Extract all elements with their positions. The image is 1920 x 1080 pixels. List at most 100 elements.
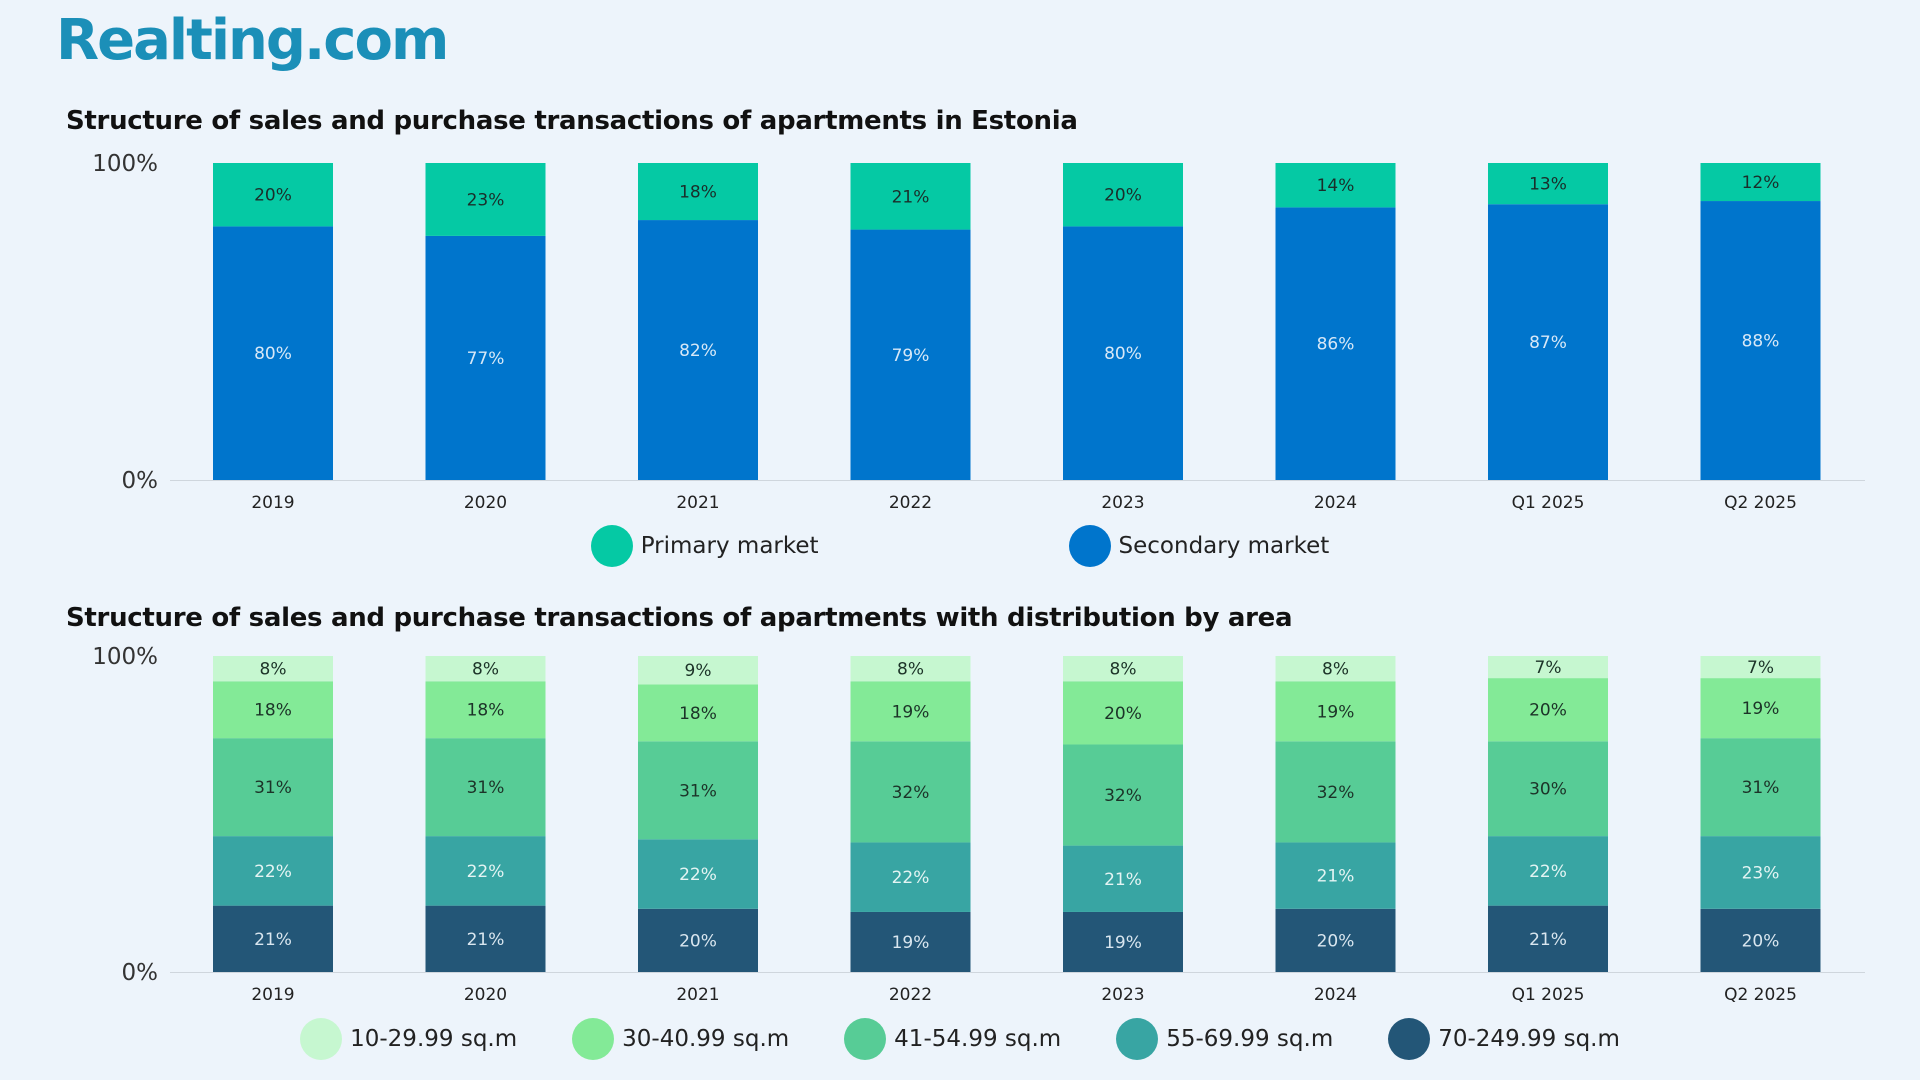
data-label: 19% bbox=[1742, 699, 1780, 719]
data-label: 88% bbox=[1742, 332, 1780, 352]
data-label: 32% bbox=[1104, 786, 1142, 806]
legend-label: 55-69.99 sq.m bbox=[1166, 1026, 1334, 1052]
data-label: 21% bbox=[254, 930, 292, 950]
x-tick-label: 2019 bbox=[251, 985, 294, 1005]
bar-segment-70-249-99-sq-m-2020 bbox=[425, 905, 546, 972]
legend-item-55-69-99-sq-m: 55-69.99 sq.m bbox=[1116, 1018, 1333, 1060]
bar-segment-30-40-99-sq-m-2022 bbox=[850, 681, 971, 742]
data-label: 13% bbox=[1529, 175, 1567, 195]
data-label: 19% bbox=[1104, 933, 1142, 953]
bar-segment-secondary-market-2021 bbox=[638, 220, 758, 480]
data-label: 31% bbox=[467, 778, 505, 798]
legend-label: Primary market bbox=[640, 533, 819, 559]
bar-segment-10-29-99-sq-m-2020 bbox=[425, 656, 546, 682]
realting-logo[interactable]: Realting.com bbox=[56, 8, 449, 73]
y-tick-label: 0% bbox=[122, 960, 159, 986]
data-label: 20% bbox=[1529, 701, 1567, 721]
bar-segment-41-54-99-sq-m-q1-2025 bbox=[1488, 741, 1608, 837]
market-legend: Primary market Secondary market bbox=[0, 525, 1920, 567]
x-tick-label: 2020 bbox=[464, 985, 507, 1005]
bar-segment-secondary-market-2022 bbox=[850, 229, 971, 480]
data-label: 12% bbox=[1742, 173, 1780, 193]
legend-swatch bbox=[572, 1018, 615, 1060]
legend-item-primary-market: Primary market bbox=[590, 525, 819, 567]
legend-label: 30-40.99 sq.m bbox=[622, 1026, 790, 1052]
data-label: 18% bbox=[467, 701, 505, 721]
bar-segment-55-69-99-sq-m-2020 bbox=[425, 836, 546, 906]
bar-segment-41-54-99-sq-m-q2-2025 bbox=[1700, 738, 1821, 837]
bar-segment-30-40-99-sq-m-2020 bbox=[425, 681, 546, 739]
bar-segment-55-69-99-sq-m-2023 bbox=[1063, 845, 1183, 912]
data-label: 22% bbox=[467, 862, 505, 882]
data-label: 80% bbox=[254, 344, 292, 364]
bar-segment-70-249-99-sq-m-2024 bbox=[1275, 908, 1396, 972]
bar-segment-70-249-99-sq-m-q1-2025 bbox=[1488, 905, 1608, 972]
data-label: 21% bbox=[892, 187, 930, 207]
data-label: 80% bbox=[1104, 344, 1142, 364]
legend-swatch bbox=[590, 525, 633, 567]
bar-segment-55-69-99-sq-m-2021 bbox=[638, 839, 758, 909]
legend-item-10-29-99-sq-m: 10-29.99 sq.m bbox=[300, 1018, 517, 1060]
bar-segment-10-29-99-sq-m-2023 bbox=[1063, 656, 1183, 682]
data-label: 77% bbox=[467, 349, 505, 369]
data-label: 14% bbox=[1317, 176, 1355, 196]
data-label: 20% bbox=[1104, 704, 1142, 724]
data-label: 87% bbox=[1529, 333, 1567, 353]
data-label: 23% bbox=[1742, 863, 1780, 883]
x-tick-label: 2024 bbox=[1314, 985, 1357, 1005]
bar-segment-55-69-99-sq-m-2019 bbox=[213, 836, 333, 906]
bar-segment-41-54-99-sq-m-2021 bbox=[638, 741, 758, 840]
bar-segment-41-54-99-sq-m-2022 bbox=[850, 741, 971, 843]
x-tick-label: 2020 bbox=[464, 493, 507, 513]
bar-segment-30-40-99-sq-m-q2-2025 bbox=[1700, 678, 1821, 739]
legend-label: Secondary market bbox=[1118, 533, 1330, 559]
bar-segment-70-249-99-sq-m-q2-2025 bbox=[1700, 908, 1821, 972]
bar-segment-30-40-99-sq-m-q1-2025 bbox=[1488, 678, 1608, 742]
legend-swatch bbox=[1068, 525, 1111, 567]
legend-label: 41-54.99 sq.m bbox=[894, 1026, 1062, 1052]
bar-segment-41-54-99-sq-m-2023 bbox=[1063, 744, 1183, 846]
bar-segment-10-29-99-sq-m-2022 bbox=[850, 656, 971, 682]
x-tick-label: Q2 2025 bbox=[1724, 493, 1797, 513]
data-label: 31% bbox=[254, 778, 292, 798]
x-tick-label: 2023 bbox=[1101, 985, 1144, 1005]
bar-segment-primary-market-2020 bbox=[425, 163, 546, 236]
data-label: 21% bbox=[1317, 867, 1355, 887]
bar-segment-30-40-99-sq-m-2023 bbox=[1063, 681, 1183, 745]
legend-item-secondary-market: Secondary market bbox=[1068, 525, 1330, 567]
bar-segment-70-249-99-sq-m-2023 bbox=[1063, 911, 1183, 972]
data-label: 22% bbox=[679, 865, 717, 885]
chart-title-market: Structure of sales and purchase transact… bbox=[66, 106, 1078, 136]
bar-segment-secondary-market-2020 bbox=[425, 235, 546, 480]
data-label: 18% bbox=[254, 701, 292, 721]
bar-segment-secondary-market-q1-2025 bbox=[1488, 204, 1608, 480]
chart-title-area: Structure of sales and purchase transact… bbox=[66, 603, 1293, 633]
bar-segment-primary-market-2024 bbox=[1275, 163, 1396, 208]
legend-item-41-54-99-sq-m: 41-54.99 sq.m bbox=[844, 1018, 1061, 1060]
bar-segment-30-40-99-sq-m-2024 bbox=[1275, 681, 1396, 742]
data-label: 20% bbox=[1742, 931, 1780, 951]
bar-segment-30-40-99-sq-m-2021 bbox=[638, 684, 758, 742]
data-label: 20% bbox=[1104, 186, 1142, 206]
data-label: 79% bbox=[892, 346, 930, 366]
x-tick-label: 2019 bbox=[251, 493, 294, 513]
legend-item-30-40-99-sq-m: 30-40.99 sq.m bbox=[572, 1018, 789, 1060]
x-tick-label: Q1 2025 bbox=[1512, 493, 1585, 513]
bar-segment-70-249-99-sq-m-2019 bbox=[213, 905, 333, 972]
legend-item-70-249-99-sq-m: 70-249.99 sq.m bbox=[1388, 1018, 1620, 1060]
bar-segment-10-29-99-sq-m-2019 bbox=[213, 656, 333, 682]
x-tick-label: 2021 bbox=[676, 985, 719, 1005]
legend-label: 10-29.99 sq.m bbox=[350, 1026, 518, 1052]
legend-swatch bbox=[844, 1018, 887, 1060]
x-tick-label: Q1 2025 bbox=[1512, 985, 1585, 1005]
y-tick-label: 100% bbox=[92, 151, 158, 177]
data-label: 19% bbox=[892, 933, 930, 953]
bar-segment-10-29-99-sq-m-2024 bbox=[1275, 656, 1396, 682]
y-tick-label: 100% bbox=[92, 644, 158, 670]
legend-swatch bbox=[1388, 1018, 1431, 1060]
data-label: 22% bbox=[892, 868, 930, 888]
legend-swatch bbox=[1116, 1018, 1159, 1060]
data-label: 30% bbox=[1529, 780, 1567, 800]
bar-segment-55-69-99-sq-m-q2-2025 bbox=[1700, 836, 1821, 909]
